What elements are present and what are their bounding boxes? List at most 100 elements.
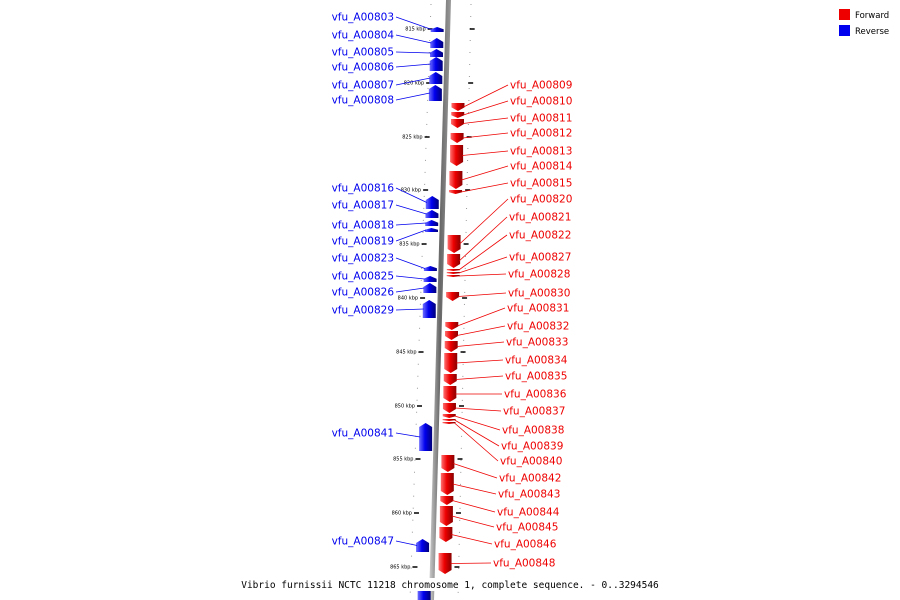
gene-arrow-reverse[interactable] [425, 210, 439, 218]
gene-arrow-forward[interactable] [440, 496, 454, 505]
tick-label: 835 kbp [399, 242, 419, 248]
gene-leader-line [395, 187, 427, 203]
gene-label-reverse[interactable]: vfu_A00829 [332, 305, 394, 317]
gene-label-forward[interactable]: vfu_A00815 [510, 178, 572, 190]
gene-arrow-forward[interactable] [442, 403, 456, 413]
gene-label-forward[interactable]: vfu_A00839 [501, 441, 563, 453]
gene-arrow-reverse[interactable] [423, 266, 437, 271]
gene-label-reverse[interactable]: vfu_A00805 [332, 47, 394, 59]
gene-arrow-forward[interactable] [450, 145, 464, 166]
gene-label-forward[interactable]: vfu_A00827 [509, 252, 571, 264]
gene-arrow-reverse[interactable] [425, 196, 439, 209]
gene-arrow-reverse[interactable] [424, 228, 438, 232]
gene-label-forward[interactable]: vfu_A00840 [500, 456, 562, 468]
gene-arrow-forward[interactable] [444, 353, 458, 373]
gene-label-reverse[interactable]: vfu_A00819 [332, 236, 394, 248]
gene-arrow-forward[interactable] [445, 322, 459, 330]
gene-leader-line [395, 432, 421, 438]
gene-arrow-forward[interactable] [439, 527, 453, 542]
gene-label-reverse[interactable]: vfu_A00803 [332, 12, 394, 24]
gene-arrow-forward[interactable] [446, 269, 460, 271]
gene-leader-line [395, 204, 427, 215]
gene-arrow-reverse[interactable] [430, 49, 444, 57]
gene-label-reverse[interactable]: vfu_A00808 [332, 95, 394, 107]
gene-arrow-forward[interactable] [440, 473, 454, 495]
gene-label-forward[interactable]: vfu_A00810 [510, 96, 572, 108]
gene-label-forward[interactable]: vfu_A00821 [509, 212, 571, 224]
gene-arrow-forward[interactable] [450, 133, 464, 143]
gene-label-forward[interactable]: vfu_A00837 [503, 406, 565, 418]
gene-arrow-forward[interactable] [445, 331, 459, 340]
gene-label-reverse[interactable]: vfu_A00817 [332, 200, 394, 212]
gene-arrow-forward[interactable] [449, 190, 463, 194]
gene-label-reverse[interactable]: vfu_A00825 [332, 271, 394, 283]
gene-label-forward[interactable]: vfu_A00845 [496, 522, 558, 534]
gene-label-forward[interactable]: vfu_A00834 [505, 355, 568, 367]
gene-label-forward[interactable]: vfu_A00811 [510, 113, 572, 125]
gene-label-forward[interactable]: vfu_A00843 [498, 489, 560, 501]
gene-label-reverse[interactable]: vfu_A00826 [332, 287, 395, 299]
gene-arrow-forward[interactable] [447, 254, 461, 268]
gene-label-reverse[interactable]: vfu_A00816 [332, 183, 395, 195]
gene-arrow-forward[interactable] [451, 103, 465, 111]
gene-arrow-reverse[interactable] [425, 220, 439, 226]
gene-label-forward[interactable]: vfu_A00832 [507, 321, 569, 333]
gene-label-forward[interactable]: vfu_A00836 [504, 389, 567, 401]
gene-label-reverse[interactable]: vfu_A00806 [332, 62, 395, 74]
gene-arrow-forward[interactable] [451, 112, 465, 118]
tick-label: 855 kbp [393, 457, 413, 463]
gene-label-reverse[interactable]: vfu_A00807 [332, 80, 394, 92]
gene-label-reverse[interactable]: vfu_A00841 [332, 428, 394, 440]
gene-label-forward[interactable]: vfu_A00812 [510, 128, 572, 140]
gene-arrow-reverse[interactable] [430, 38, 444, 48]
gene-leader-line [458, 273, 507, 277]
tick-label: 840 kbp [398, 296, 418, 302]
gene-label-forward[interactable]: vfu_A00838 [502, 425, 564, 437]
gene-label-forward[interactable]: vfu_A00813 [510, 146, 572, 158]
gene-arrow-forward[interactable] [446, 272, 460, 274]
gene-arrow-forward[interactable] [446, 275, 460, 277]
gene-label-reverse[interactable]: vfu_A00818 [332, 220, 394, 232]
gene-arrow-forward[interactable] [442, 414, 456, 418]
gene-arrow-forward[interactable] [444, 341, 458, 352]
gene-arrow-reverse[interactable] [429, 57, 443, 71]
gene-label-reverse[interactable]: vfu_A00804 [332, 30, 395, 42]
gene-arrow-reverse[interactable] [428, 85, 442, 101]
gene-arrow-forward[interactable] [451, 119, 465, 128]
gene-leader-line [456, 341, 505, 347]
gene-arrow-forward[interactable] [449, 171, 463, 189]
gene-arrow-reverse[interactable] [419, 423, 433, 451]
gene-arrow-forward[interactable] [442, 419, 456, 421]
gene-arrow-reverse[interactable] [423, 276, 437, 282]
gene-label-forward[interactable]: vfu_A00828 [508, 269, 570, 281]
gene-label-forward[interactable]: vfu_A00831 [507, 303, 569, 315]
gene-label-forward[interactable]: vfu_A00833 [506, 337, 568, 349]
gene-arrow-reverse[interactable] [429, 72, 443, 84]
gene-arrow-forward[interactable] [438, 553, 452, 574]
gene-arrow-reverse[interactable] [430, 27, 444, 32]
gene-label-forward[interactable]: vfu_A00809 [510, 80, 572, 92]
gene-label-forward[interactable]: vfu_A00848 [493, 558, 555, 570]
gene-arrow-forward[interactable] [439, 506, 453, 526]
forward-strand-genes: vfu_A00809 vfu_A00810 vfu_A00811 vfu_A00812… [438, 80, 573, 574]
gene-arrow-forward[interactable] [442, 422, 456, 424]
gene-arrow-forward[interactable] [446, 292, 460, 301]
gene-arrow-forward[interactable] [447, 235, 461, 253]
gene-label-reverse[interactable]: vfu_A00823 [332, 253, 394, 265]
gene-label-forward[interactable]: vfu_A00842 [499, 473, 561, 485]
gene-label-forward[interactable]: vfu_A00846 [494, 539, 557, 551]
gene-arrow-reverse[interactable] [422, 300, 436, 318]
gene-arrow-forward[interactable] [443, 386, 457, 402]
gene-label-forward[interactable]: vfu_A00835 [505, 371, 567, 383]
sequence-caption: Vibrio furnissii NCTC 11218 chromosome 1… [241, 580, 659, 591]
gene-arrow-forward[interactable] [441, 455, 455, 472]
gene-label-forward[interactable]: vfu_A00844 [497, 507, 560, 519]
gene-label-forward[interactable]: vfu_A00814 [510, 161, 573, 173]
gene-label-forward[interactable]: vfu_A00830 [508, 288, 570, 300]
gene-label-reverse[interactable]: vfu_A00847 [332, 536, 394, 548]
gene-arrow-reverse[interactable] [416, 539, 430, 552]
gene-arrow-forward[interactable] [443, 374, 457, 385]
gene-arrow-reverse[interactable] [423, 283, 437, 293]
gene-label-forward[interactable]: vfu_A00822 [509, 230, 571, 242]
gene-label-forward[interactable]: vfu_A00820 [510, 194, 572, 206]
